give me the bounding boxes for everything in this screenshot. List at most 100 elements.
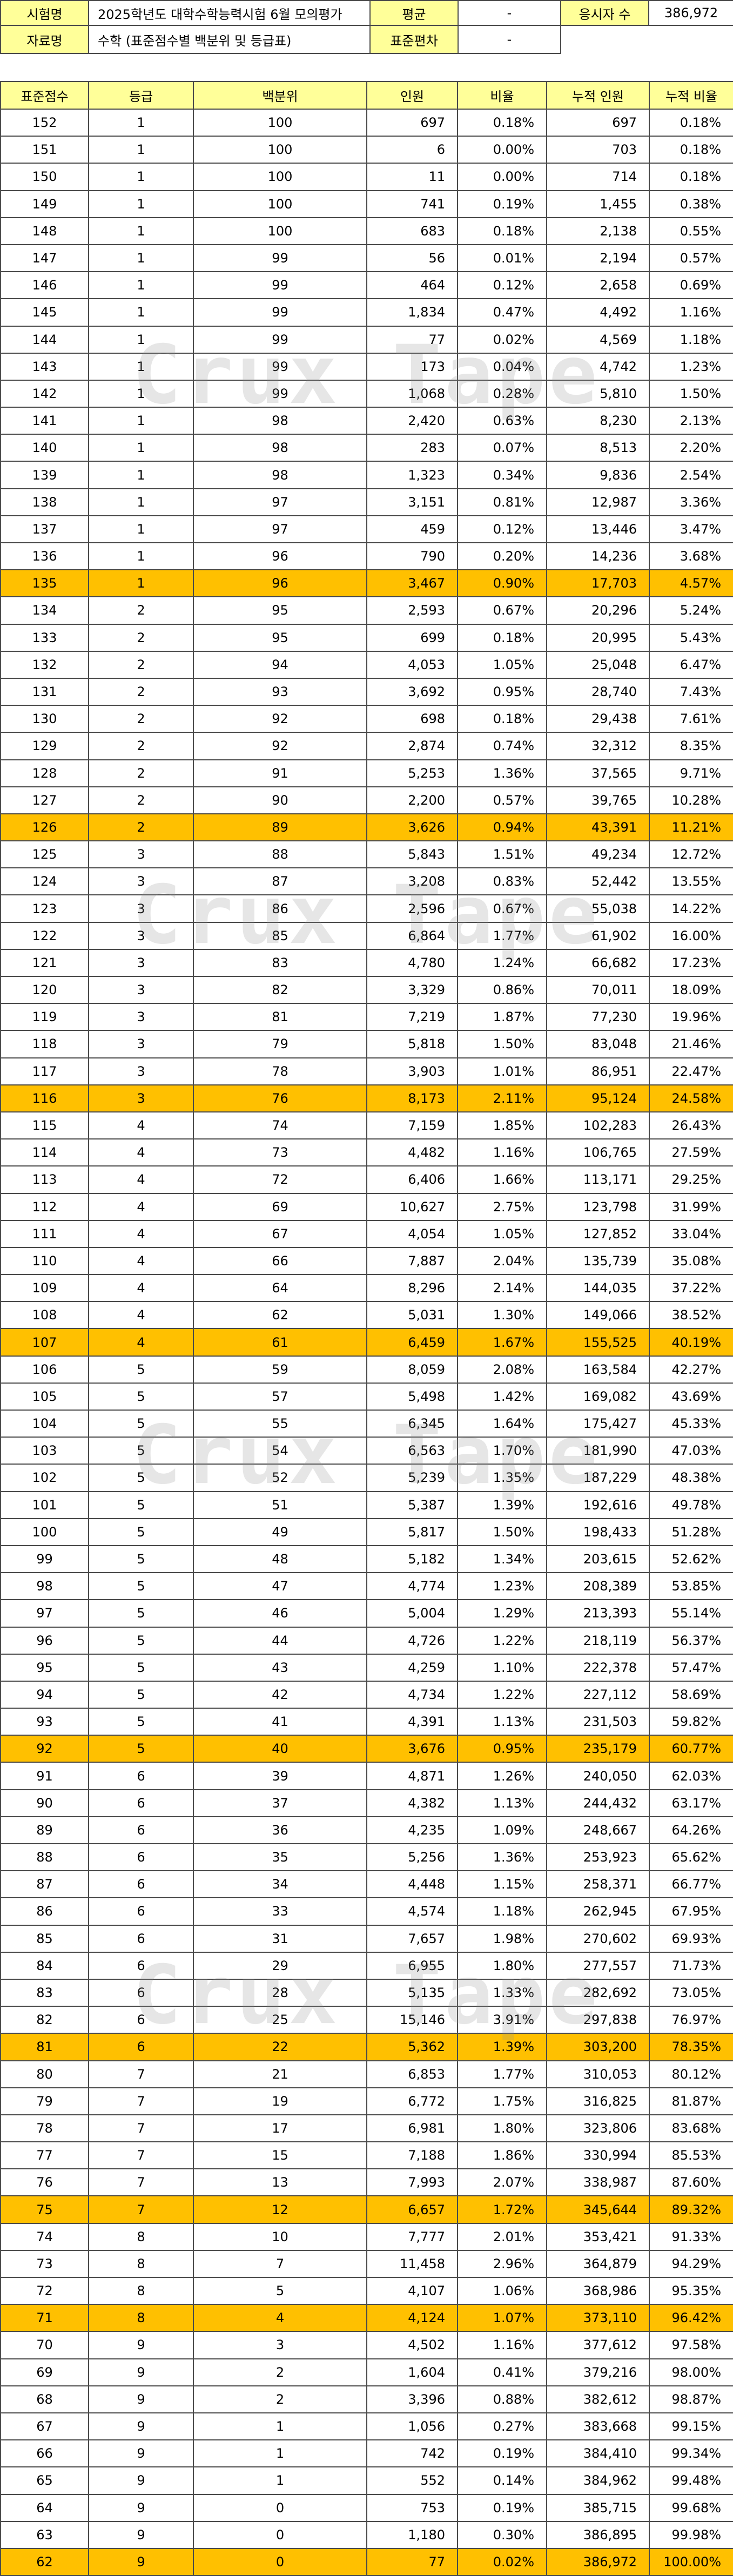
table-cell: 0.88%	[457, 2385, 547, 2413]
table-cell: 69.93%	[649, 1924, 733, 1953]
table-cell: 1,180	[366, 2520, 458, 2549]
table-cell: 67	[193, 1219, 367, 1248]
table-cell: 0.57%	[649, 244, 733, 273]
table-cell: 2.11%	[457, 1084, 547, 1112]
table-cell: 97.58%	[649, 2331, 733, 2359]
table-cell: 1.01%	[457, 1057, 547, 1085]
table-cell: 2	[88, 732, 194, 760]
table-cell: 192,616	[546, 1491, 650, 1519]
table-cell: 9	[88, 2358, 194, 2386]
table-row: 138 1 97 3,151 0.81% 12,987 3.36%	[0, 488, 733, 516]
table-cell: 126	[0, 813, 89, 842]
table-cell: 32,312	[546, 732, 650, 760]
table-cell: 2.14%	[457, 1274, 547, 1303]
table-cell: 100	[193, 217, 367, 245]
exam-info-table: 시험명 2025학년도 대학수학능력시험 6월 모의평가 평균 - 응시자 수 …	[0, 0, 733, 54]
table-row: 64 9 0 753 0.19% 385,715 99.68%	[0, 2493, 733, 2522]
table-cell: 353,421	[546, 2222, 650, 2251]
table-cell: 0.27%	[457, 2412, 547, 2441]
table-cell: 703	[546, 136, 650, 164]
table-cell: 3,692	[366, 677, 458, 706]
table-row: 86 6 33 4,574 1.18% 262,945 67.95%	[0, 1897, 733, 1926]
table-cell: 310,053	[546, 2060, 650, 2088]
table-cell: 144,035	[546, 1274, 650, 1303]
table-cell: 61	[193, 1328, 367, 1357]
table-cell: 6	[88, 1978, 194, 2007]
table-cell: 4	[88, 1301, 194, 1330]
table-row: 146 1 99 464 0.12% 2,658 0.69%	[0, 271, 733, 300]
table-cell: 16.00%	[649, 921, 733, 950]
table-cell: 56.37%	[649, 1626, 733, 1655]
table-cell: 1	[88, 271, 194, 300]
table-cell: 1	[88, 542, 194, 571]
table-row: 151 1 100 6 0.00% 703 0.18%	[0, 136, 733, 164]
table-cell: 120	[0, 975, 89, 1004]
table-cell: 145	[0, 298, 89, 327]
table-cell: 1.18%	[649, 325, 733, 354]
table-cell: 1,834	[366, 298, 458, 327]
table-cell: 5,818	[366, 1030, 458, 1058]
table-cell: 100	[193, 136, 367, 164]
table-cell: 52,442	[546, 867, 650, 896]
table-cell: 173	[366, 352, 458, 381]
table-cell: 99	[193, 271, 367, 300]
table-row: 97 5 46 5,004 1.29% 213,393 55.14%	[0, 1599, 733, 1628]
table-cell: 97	[0, 1599, 89, 1628]
table-row: 136 1 96 790 0.20% 14,236 3.68%	[0, 542, 733, 571]
table-cell: 4,391	[366, 1708, 458, 1736]
table-cell: 3	[193, 2331, 367, 2359]
table-cell: 175,427	[546, 1409, 650, 1438]
table-row: 79 7 19 6,772 1.75% 316,825 81.87%	[0, 2087, 733, 2115]
table-cell: 0.19%	[457, 190, 547, 218]
table-cell: 106	[0, 1355, 89, 1384]
table-cell: 5,498	[366, 1382, 458, 1411]
table-row: 67 9 1 1,056 0.27% 383,668 99.15%	[0, 2412, 733, 2441]
table-cell: 6	[88, 2006, 194, 2034]
table-body: 152 1 100 697 0.18% 697 0.18% 151 1 100 6 0.00% 703 0…	[0, 108, 733, 2576]
table-cell: 0.74%	[457, 732, 547, 760]
table-cell: 123	[0, 894, 89, 923]
table-cell: 3.36%	[649, 488, 733, 516]
table-cell: 1	[88, 163, 194, 191]
table-row: 99 5 48 5,182 1.34% 203,615 52.62%	[0, 1545, 733, 1574]
table-cell: 100	[193, 163, 367, 191]
table-cell: 64	[0, 2493, 89, 2522]
table-row: 63 9 0 1,180 0.30% 386,895 99.98%	[0, 2520, 733, 2549]
table-cell: 4	[88, 1111, 194, 1140]
table-cell: 8,296	[366, 1274, 458, 1303]
table-cell: 17	[193, 2114, 367, 2143]
table-cell: 5	[88, 1735, 194, 1763]
table-row: 114 4 73 4,482 1.16% 106,765 27.59%	[0, 1138, 733, 1167]
exam-name-label: 시험명	[0, 0, 89, 26]
table-cell: 2,138	[546, 217, 650, 245]
table-cell: 15	[193, 2141, 367, 2170]
table-cell: 68	[0, 2385, 89, 2413]
table-cell: 5	[88, 1464, 194, 1492]
table-cell: 0.01%	[457, 244, 547, 273]
table-cell: 87	[0, 1870, 89, 1899]
table-cell: 89.32%	[649, 2195, 733, 2224]
table-cell: 297,838	[546, 2006, 650, 2034]
table-cell: 96	[0, 1626, 89, 1655]
table-cell: 3	[88, 840, 194, 869]
table-cell: 2	[88, 623, 194, 652]
table-cell: 277,557	[546, 1951, 650, 1980]
table-cell: 0.18%	[457, 217, 547, 245]
table-cell: 99	[193, 352, 367, 381]
table-cell: 27.59%	[649, 1138, 733, 1167]
table-row: 87 6 34 4,448 1.15% 258,371 66.77%	[0, 1870, 733, 1899]
table-cell: 67.95%	[649, 1897, 733, 1926]
table-cell: 1.85%	[457, 1111, 547, 1140]
table-cell: 13,446	[546, 515, 650, 544]
table-cell: 59	[193, 1355, 367, 1384]
table-cell: 330,994	[546, 2141, 650, 2170]
table-cell: 119	[0, 1003, 89, 1031]
table-cell: 86	[0, 1897, 89, 1926]
table-cell: 7	[88, 2060, 194, 2088]
table-cell: 1.05%	[457, 650, 547, 679]
table-cell: 49,234	[546, 840, 650, 869]
table-cell: 54	[193, 1437, 367, 1465]
table-cell: 0.81%	[457, 488, 547, 516]
table-cell: 7,657	[366, 1924, 458, 1953]
table-cell: 0.95%	[457, 677, 547, 706]
